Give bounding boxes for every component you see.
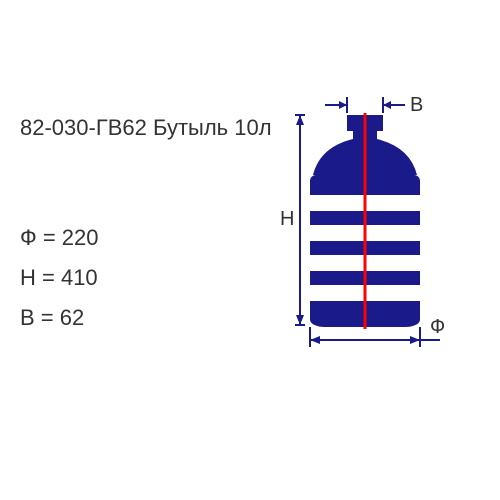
product-title: 82-030-ГВ62 Бутыль 10л (20, 115, 272, 141)
dimension-b: В = 62 (20, 305, 84, 331)
dimension-phi: Ф = 220 (20, 225, 99, 251)
svg-text:H: H (280, 208, 294, 230)
dimension-h: H = 410 (20, 265, 98, 291)
bottle-shape (310, 113, 420, 329)
dimension-b-marker: B (325, 95, 423, 116)
dimension-h-marker: H (280, 115, 305, 325)
svg-text:Ф: Ф (430, 316, 445, 338)
svg-text:B: B (410, 95, 423, 116)
bottle-diagram: B H (275, 95, 495, 380)
